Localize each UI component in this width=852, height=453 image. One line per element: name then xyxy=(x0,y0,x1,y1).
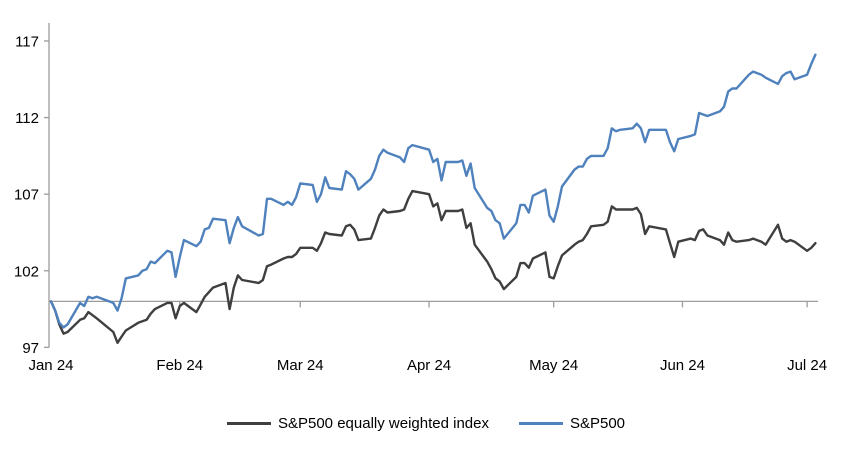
y-tick-label: 102 xyxy=(14,263,39,280)
sp500-line-swatch xyxy=(518,421,563,425)
sp500-legend-label: S&P500 xyxy=(569,414,626,432)
equal-weighted-line-swatch xyxy=(226,421,271,425)
y-tick-label: 117 xyxy=(15,33,39,50)
legend-item-sp500: S&P500 xyxy=(518,414,626,432)
chart-legend: S&P500 equally weighted index S&P500 xyxy=(0,412,852,434)
x-tick-label: Jun 24 xyxy=(660,357,705,374)
equal-weighted-legend-label: S&P500 equally weighted index xyxy=(277,414,489,432)
sp500-line xyxy=(49,53,817,329)
y-tick-label: 97 xyxy=(22,340,39,357)
equal-weighted-index-line xyxy=(49,189,817,344)
x-tick-label: Apr 24 xyxy=(407,357,451,374)
legend-item-equal-weighted: S&P500 equally weighted index xyxy=(226,414,489,432)
x-tick-label: Mar 24 xyxy=(277,357,324,374)
x-tick-label: Jan 24 xyxy=(28,357,73,374)
x-tick-label: Jul 24 xyxy=(787,357,827,374)
x-tick-label: May 24 xyxy=(529,357,578,374)
y-tick-label: 107 xyxy=(14,187,39,204)
x-tick-label: Feb 24 xyxy=(156,357,203,374)
y-tick-label: 112 xyxy=(15,110,39,127)
